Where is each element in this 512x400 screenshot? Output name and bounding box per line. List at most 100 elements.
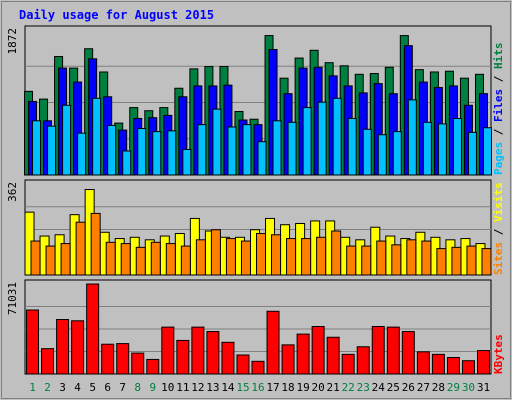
- bar-kbytes-day-3: [56, 319, 70, 375]
- bar-kbytes-day-8: [131, 352, 145, 375]
- bar-sites-day-27: [421, 240, 432, 276]
- bar-kbytes-day-17: [266, 310, 280, 375]
- bar-sites-day-4: [75, 221, 86, 276]
- x-tick-label-day-1: 1: [29, 381, 36, 394]
- bar-sites-day-30: [466, 245, 477, 276]
- bar-pages-day-11: [182, 148, 192, 176]
- bar-kbytes-day-21: [326, 336, 340, 375]
- bar-kbytes-day-31: [476, 350, 490, 375]
- bar-sites-day-13: [210, 229, 221, 276]
- legend-visits: Visits: [492, 182, 505, 222]
- bar-pages-day-12: [197, 124, 207, 176]
- legend-hits: Hits: [492, 43, 505, 70]
- bar-sites-day-18: [286, 238, 297, 276]
- bar-kbytes-day-14: [221, 341, 235, 375]
- x-tick-label-day-21: 21: [327, 381, 340, 394]
- x-tick-label-day-26: 26: [402, 381, 415, 394]
- bar-sites-day-11: [180, 245, 191, 276]
- panel-max-label: 362: [6, 182, 19, 202]
- bar-pages-day-7: [122, 150, 132, 176]
- bar-pages-day-10: [167, 130, 177, 176]
- bar-sites-day-16: [256, 233, 266, 276]
- x-tick-label-day-3: 3: [59, 381, 66, 394]
- x-tick-label-day-2: 2: [44, 381, 51, 394]
- x-tick-label-day-15: 15: [236, 381, 249, 394]
- x-tick-label-day-19: 19: [296, 381, 309, 394]
- bar-pages-day-4: [77, 132, 87, 176]
- bar-pages-day-8: [137, 128, 147, 176]
- bar-sites-day-23: [361, 245, 372, 276]
- bar-pages-day-19: [302, 107, 312, 176]
- bar-sites-day-31: [481, 248, 492, 276]
- bar-pages-day-16: [257, 141, 267, 176]
- bar-sites-day-7: [120, 243, 131, 276]
- x-tick-label-day-6: 6: [104, 381, 111, 394]
- bar-sites-day-17: [271, 234, 282, 276]
- x-axis-labels: 1 2 3 4 5 6 7 8 9 10 11 12 13 14 15 16 17 18 19 20 21 22 23 24 2…: [29, 381, 490, 394]
- legend-kbytes: KBytes: [492, 334, 505, 374]
- bar-sites-day-2: [45, 245, 56, 276]
- bar-pages-day-24: [377, 134, 387, 176]
- panel-max-label: 71031: [6, 282, 19, 315]
- bar-pages-day-14: [227, 126, 237, 176]
- x-tick-label-day-4: 4: [74, 381, 81, 394]
- bar-sites-day-3: [60, 243, 71, 276]
- bar-pages-day-17: [272, 120, 282, 176]
- bar-kbytes-day-6: [101, 343, 115, 375]
- bar-pages-day-28: [437, 123, 447, 176]
- bar-sites-day-24: [376, 240, 387, 276]
- x-tick-label-day-23: 23: [357, 381, 370, 394]
- bar-sites-day-14: [225, 238, 236, 276]
- bar-pages-day-27: [422, 121, 432, 176]
- bar-pages-day-18: [287, 121, 297, 176]
- bar-kbytes-day-1: [26, 309, 40, 375]
- side-legend: Sites / Visits: [492, 182, 505, 275]
- x-tick-label-day-12: 12: [191, 381, 204, 394]
- legend-separator: /: [492, 122, 505, 142]
- bar-sites-day-22: [346, 245, 357, 276]
- bar-kbytes-day-2: [41, 348, 55, 375]
- bar-pages-day-9: [152, 131, 162, 176]
- bar-kbytes-day-10: [161, 326, 175, 375]
- bar-kbytes-day-24: [371, 325, 385, 375]
- bar-sites-day-8: [135, 246, 146, 276]
- bar-pages-day-23: [362, 128, 372, 176]
- x-tick-label-day-14: 14: [221, 381, 235, 394]
- bar-pages-day-25: [392, 131, 402, 176]
- side-legend: Pages / Files / Hits: [492, 43, 505, 176]
- x-tick-label-day-22: 22: [342, 381, 355, 394]
- side-legend-text: Pages / Files / Hits: [492, 43, 505, 176]
- series-sites: [30, 212, 492, 276]
- bar-pages-day-5: [92, 97, 102, 176]
- bar-pages-day-6: [107, 124, 117, 176]
- bar-pages-day-29: [452, 117, 462, 176]
- x-tick-label-day-8: 8: [134, 381, 141, 394]
- x-tick-label-day-7: 7: [119, 381, 126, 394]
- bar-pages-day-31: [482, 127, 492, 176]
- bar-pages-day-2: [47, 125, 57, 176]
- x-tick-label-day-24: 24: [372, 381, 386, 394]
- x-tick-label-day-16: 16: [251, 381, 264, 394]
- bar-kbytes-day-13: [206, 331, 220, 375]
- bar-sites-day-21: [331, 230, 342, 276]
- bar-kbytes-day-9: [146, 358, 160, 375]
- bar-pages-day-3: [62, 104, 72, 176]
- x-tick-label-day-29: 29: [447, 381, 460, 394]
- panel-visits-sites: 362 Sites / Visits: [6, 179, 505, 276]
- bar-sites-day-12: [195, 239, 206, 276]
- bar-kbytes-day-29: [446, 357, 460, 375]
- x-tick-label-day-27: 27: [417, 381, 430, 394]
- bar-kbytes-day-22: [341, 353, 355, 375]
- bar-kbytes-day-19: [296, 333, 310, 375]
- x-tick-label-day-20: 20: [312, 381, 325, 394]
- bar-pages-day-30: [467, 131, 477, 176]
- bar-kbytes-day-25: [386, 326, 400, 375]
- legend-sites: Sites: [492, 242, 505, 275]
- legend-pages: Pages: [492, 142, 505, 175]
- x-tick-label-day-17: 17: [266, 381, 279, 394]
- side-legend: KBytes: [492, 334, 505, 374]
- bar-kbytes-day-15: [236, 354, 250, 375]
- bar-sites-day-29: [451, 246, 462, 276]
